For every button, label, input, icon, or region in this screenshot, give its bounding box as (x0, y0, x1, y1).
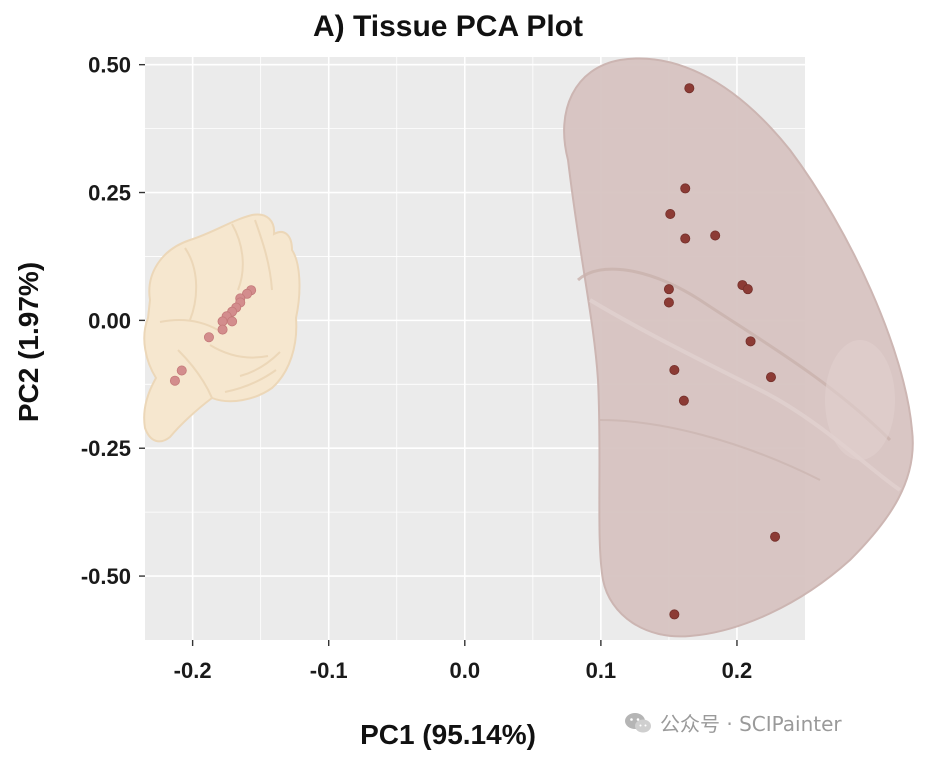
data-point (710, 230, 721, 241)
x-tick-label: 0.2 (722, 658, 753, 683)
axes: -0.2 -0.1 0.0 0.1 0.2 0.50 0.25 0.00 -0.25 -0.50 (81, 53, 752, 683)
data-point (742, 284, 753, 295)
data-point (169, 375, 180, 386)
wechat-icon (624, 712, 652, 734)
data-point (669, 364, 680, 375)
data-point (227, 316, 238, 327)
watermark: 公众号 · SCIPainter (624, 708, 842, 737)
lung-illustration (563, 57, 914, 638)
x-tick-label: -0.1 (310, 658, 348, 683)
data-point (680, 183, 691, 194)
chart-title: A) Tissue PCA Plot (313, 10, 583, 43)
data-point (665, 209, 676, 220)
y-tick-label: 0.50 (88, 53, 131, 78)
x-tick-label: -0.2 (174, 658, 212, 683)
data-point (765, 372, 776, 383)
data-point (680, 233, 691, 244)
data-point (684, 83, 695, 94)
x-tick-label: 0.1 (586, 658, 617, 683)
data-point (669, 609, 680, 620)
watermark-text: 公众号 · SCIPainter (660, 712, 842, 736)
data-point (217, 324, 228, 335)
y-tick-label: 0.25 (88, 181, 131, 206)
data-point (663, 284, 674, 295)
data-point (678, 395, 689, 406)
data-points (169, 83, 781, 620)
data-point (242, 288, 253, 299)
data-point (203, 332, 214, 343)
x-axis-title: PC1 (95.14%) (360, 719, 536, 750)
x-tick-label: 0.0 (449, 658, 480, 683)
data-point (663, 297, 674, 308)
y-tick-label: 0.00 (88, 308, 131, 333)
data-point (176, 365, 187, 376)
data-point (770, 531, 781, 542)
grid-lines (145, 57, 805, 640)
y-tick-label: -0.50 (81, 564, 131, 589)
data-point (745, 336, 756, 347)
y-tick-label: -0.25 (81, 436, 131, 461)
y-axis-title: PC2 (1.97%) (13, 262, 44, 422)
